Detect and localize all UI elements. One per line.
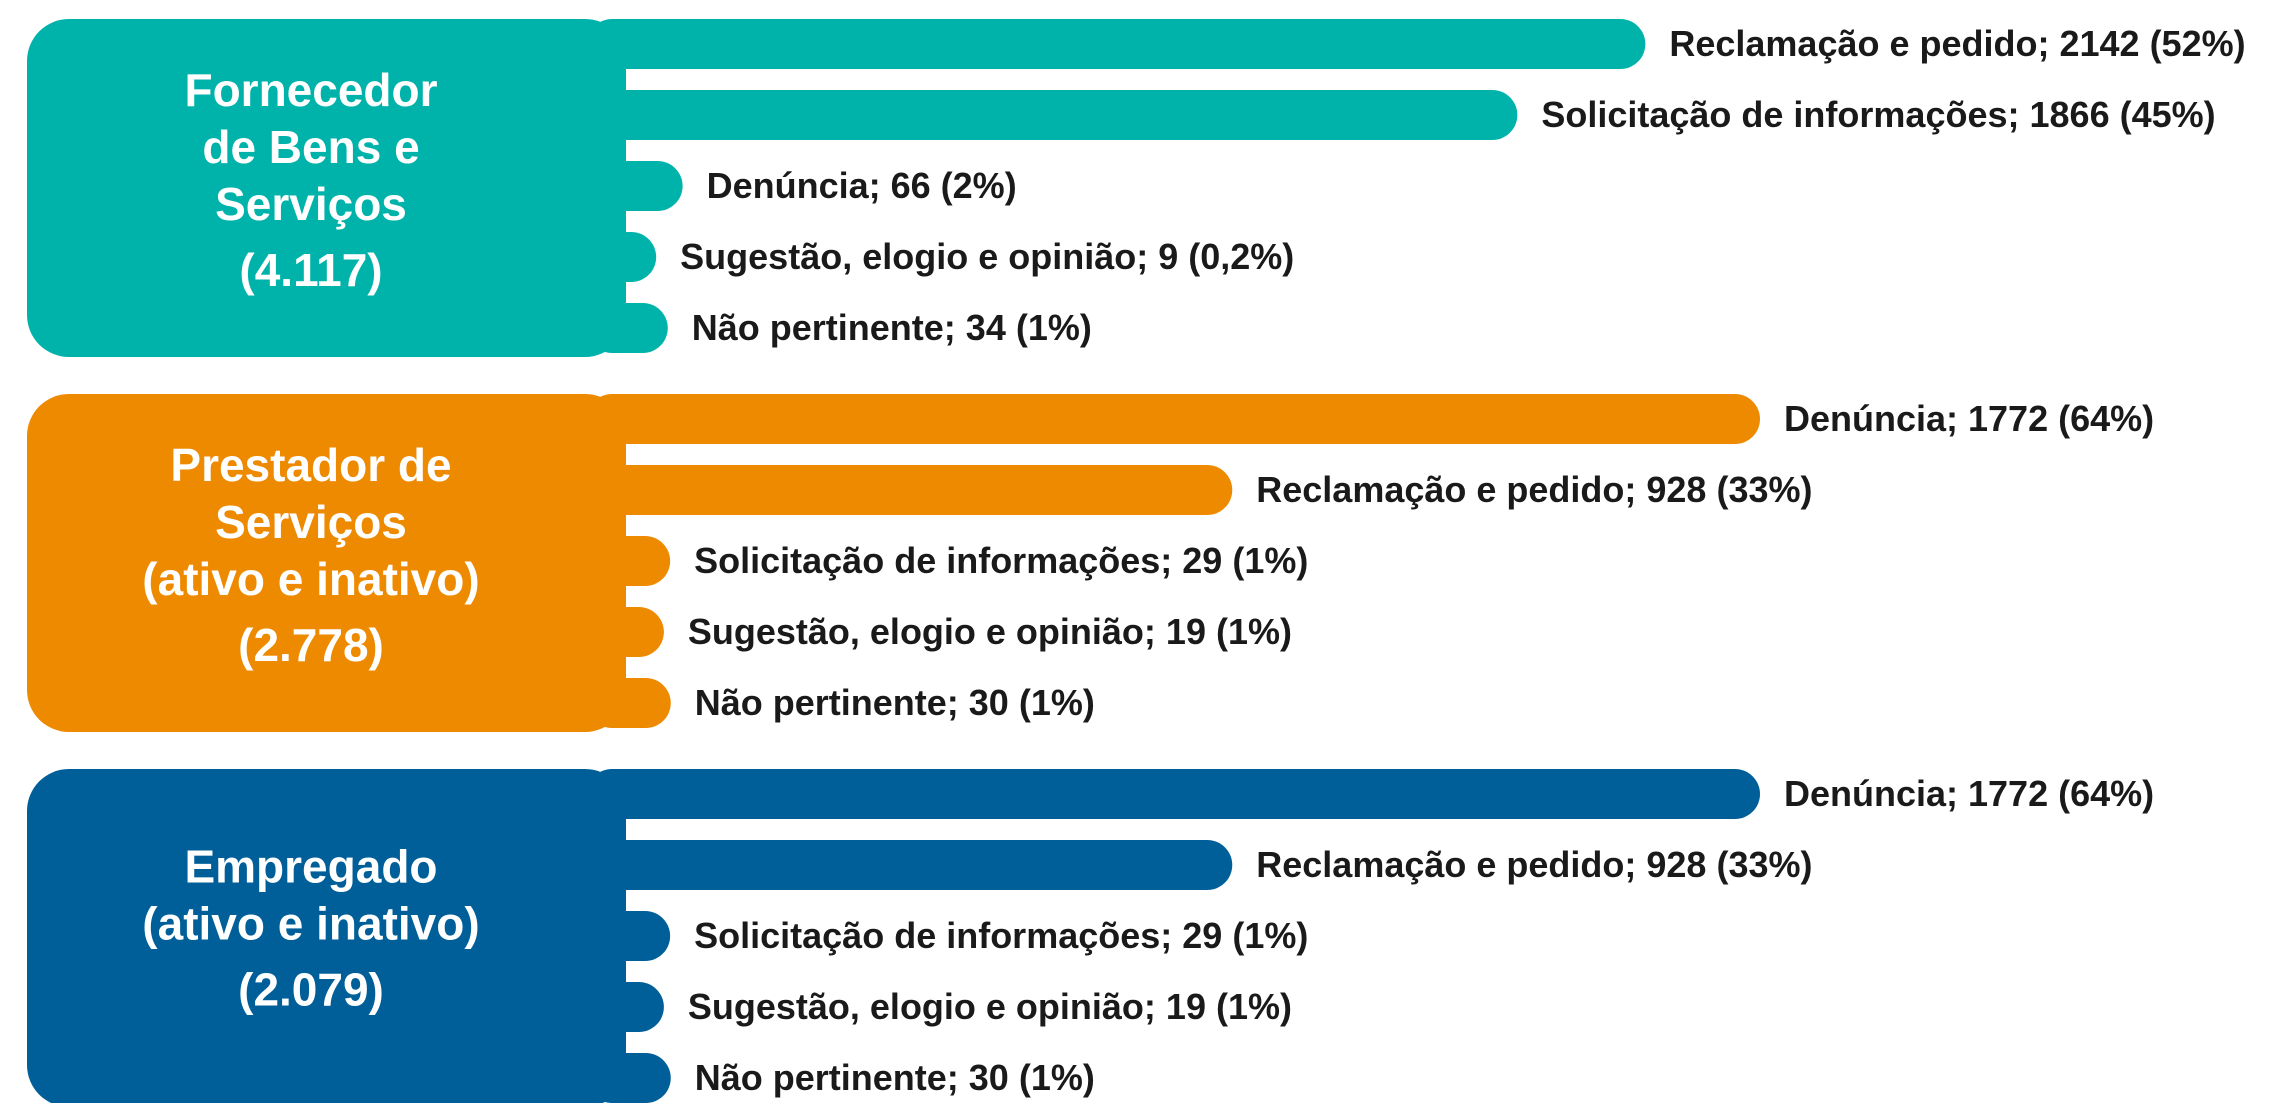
- bar: [587, 161, 683, 211]
- value-label: 19 (1%): [1166, 611, 1292, 652]
- value-label: 1772 (64%): [1968, 773, 2154, 814]
- category-label: Solicitação de informações;: [1541, 94, 2019, 135]
- bar: [587, 232, 657, 282]
- bar-label: Sugestão, elogio e opinião; 19 (1%): [688, 986, 1292, 1027]
- value-label: 9 (0,2%): [1158, 236, 1294, 277]
- bar-label: Não pertinente; 30 (1%): [695, 1057, 1095, 1098]
- gap: [626, 657, 666, 678]
- value-label: 2142 (52%): [2059, 23, 2245, 64]
- category-label: Denúncia;: [1784, 398, 1958, 439]
- gap: [626, 444, 666, 465]
- category-label: Sugestão, elogio e opinião;: [688, 986, 1156, 1027]
- gap: [626, 961, 666, 982]
- value-label: 34 (1%): [966, 307, 1092, 348]
- bar-label: Não pertinente; 30 (1%): [695, 682, 1095, 723]
- bar: [587, 982, 664, 1032]
- bar: [587, 19, 1646, 69]
- bar-label: Denúncia; 1772 (64%): [1784, 773, 2154, 814]
- value-label: 30 (1%): [969, 682, 1095, 723]
- group-block: [27, 769, 627, 1103]
- bar: [587, 678, 671, 728]
- bar: [587, 607, 664, 657]
- bar-label: Sugestão, elogio e opinião; 19 (1%): [688, 611, 1292, 652]
- category-label: Denúncia;: [1784, 773, 1958, 814]
- value-label: 928 (33%): [1646, 469, 1812, 510]
- value-label: 19 (1%): [1166, 986, 1292, 1027]
- group-title: Fornecedor: [184, 64, 437, 116]
- group-title: Serviços: [215, 178, 407, 230]
- bar: [587, 1053, 671, 1103]
- gap: [626, 1032, 666, 1053]
- group-block: [27, 394, 627, 732]
- bar: [587, 303, 668, 353]
- group-title: Prestador de: [170, 439, 451, 491]
- bar: [587, 465, 1233, 515]
- bar-label: Não pertinente; 34 (1%): [692, 307, 1092, 348]
- category-label: Reclamação e pedido;: [1669, 23, 2049, 64]
- bar-label: Solicitação de informações; 1866 (45%): [1541, 94, 2215, 135]
- category-label: Sugestão, elogio e opinião;: [688, 611, 1156, 652]
- value-label: 29 (1%): [1182, 540, 1308, 581]
- group-title: de Bens e: [202, 121, 419, 173]
- value-label: 29 (1%): [1182, 915, 1308, 956]
- group-title: Serviços: [215, 496, 407, 548]
- bar-label: Solicitação de informações; 29 (1%): [694, 540, 1308, 581]
- bar: [587, 840, 1233, 890]
- category-label: Sugestão, elogio e opinião;: [680, 236, 1148, 277]
- bar: [587, 536, 671, 586]
- bar: [587, 911, 671, 961]
- gap: [626, 282, 666, 303]
- group-total: (2.079): [238, 964, 384, 1016]
- bar-label: Reclamação e pedido; 928 (33%): [1256, 469, 1812, 510]
- category-label: Solicitação de informações;: [694, 540, 1172, 581]
- category-label: Não pertinente;: [695, 682, 959, 723]
- group-block: [27, 19, 627, 357]
- group-title: (ativo e inativo): [142, 553, 479, 605]
- value-label: 928 (33%): [1646, 844, 1812, 885]
- gap: [626, 890, 666, 911]
- bar-label: Reclamação e pedido; 2142 (52%): [1669, 23, 2245, 64]
- gap: [626, 819, 666, 840]
- category-label: Reclamação e pedido;: [1256, 844, 1636, 885]
- category-label: Não pertinente;: [695, 1057, 959, 1098]
- group-total: (2.778): [238, 619, 384, 671]
- bar-label: Denúncia; 66 (2%): [707, 165, 1017, 206]
- bar: [587, 394, 1760, 444]
- gap: [626, 211, 666, 232]
- bar: [587, 769, 1760, 819]
- value-label: 66 (2%): [891, 165, 1017, 206]
- category-label: Não pertinente;: [692, 307, 956, 348]
- gap: [626, 515, 666, 536]
- value-label: 30 (1%): [969, 1057, 1095, 1098]
- gap: [626, 586, 666, 607]
- value-label: 1866 (45%): [2030, 94, 2216, 135]
- gap: [626, 140, 666, 161]
- bar-label: Sugestão, elogio e opinião; 9 (0,2%): [680, 236, 1294, 277]
- category-label: Reclamação e pedido;: [1256, 469, 1636, 510]
- bar-label: Denúncia; 1772 (64%): [1784, 398, 2154, 439]
- value-label: 1772 (64%): [1968, 398, 2154, 439]
- bar-label: Solicitação de informações; 29 (1%): [694, 915, 1308, 956]
- gap: [626, 69, 666, 90]
- category-label: Denúncia;: [707, 165, 881, 206]
- category-label: Solicitação de informações;: [694, 915, 1172, 956]
- bar-label: Reclamação e pedido; 928 (33%): [1256, 844, 1812, 885]
- group-total: (4.117): [239, 244, 382, 296]
- group-title: (ativo e inativo): [142, 898, 479, 950]
- group-title: Empregado: [184, 841, 437, 893]
- bar: [587, 90, 1518, 140]
